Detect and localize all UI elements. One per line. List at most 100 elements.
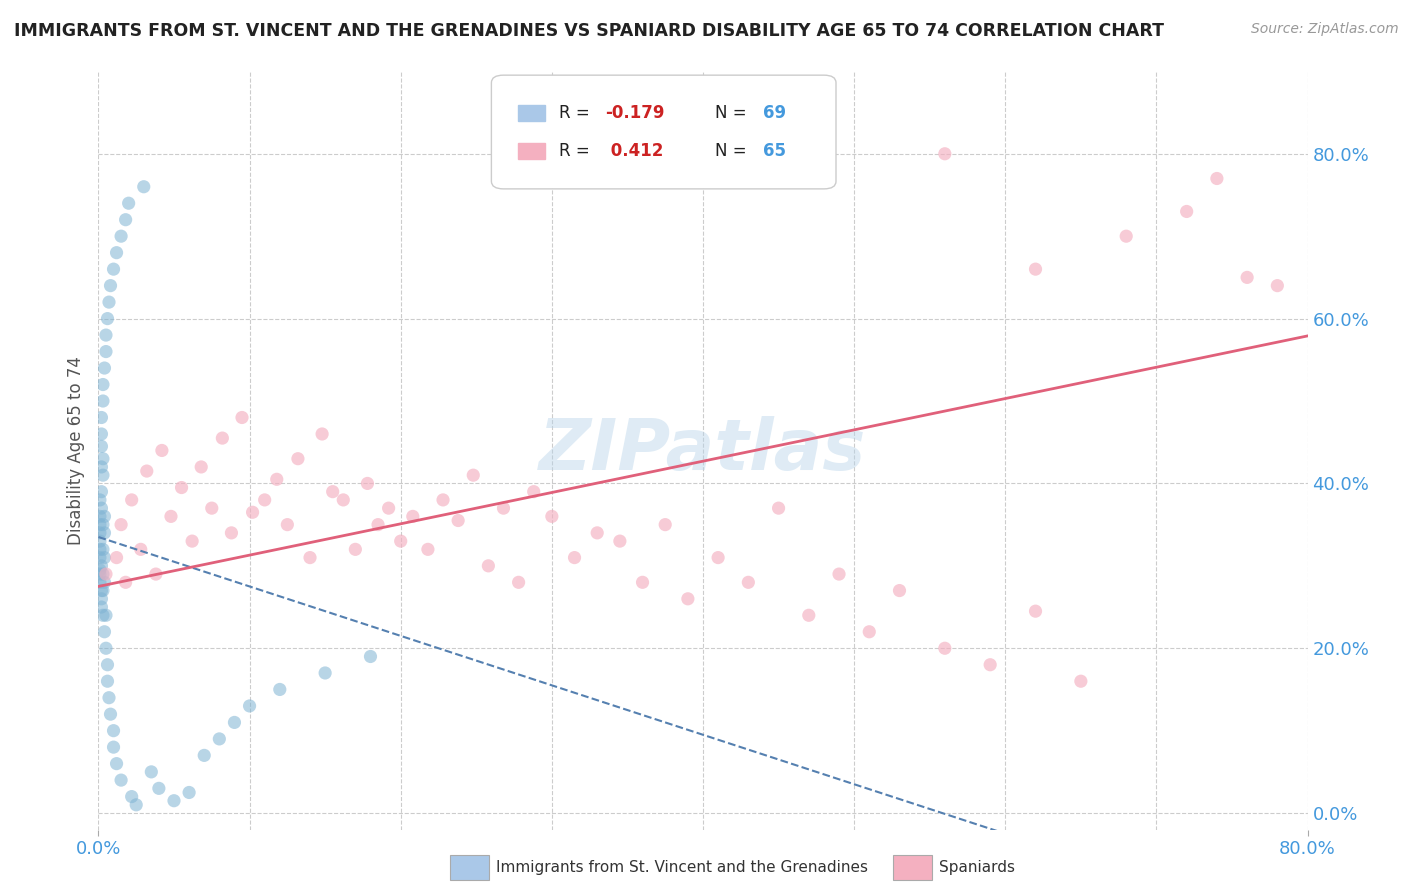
Point (193, 748, 215, 763)
Y-axis label: Disability Age 65 to 74: Disability Age 65 to 74 (66, 356, 84, 545)
Point (103, 740, 125, 755)
Point (90, 583, 112, 598)
Point (311, 427, 333, 442)
Point (1024, 604, 1046, 618)
Point (114, 212, 136, 227)
Point (231, 410, 253, 425)
Point (93, 624, 115, 639)
Point (89, 525, 111, 540)
Point (90, 600, 112, 615)
Point (90, 591, 112, 606)
Point (239, 698, 262, 713)
Point (224, 715, 246, 730)
Point (90, 558, 112, 573)
Point (1070, 674, 1092, 689)
Point (211, 431, 233, 445)
Point (110, 229, 132, 244)
Point (148, 781, 170, 796)
Point (979, 657, 1001, 672)
Point (135, 464, 157, 478)
Point (91, 468, 114, 483)
Point (89, 567, 111, 582)
Point (1206, 171, 1229, 186)
Point (89, 542, 111, 557)
Text: N =: N = (716, 104, 752, 122)
Point (105, 756, 128, 771)
Point (89, 517, 111, 532)
Point (492, 501, 515, 516)
Point (631, 575, 654, 590)
Point (889, 583, 911, 598)
Point (91, 608, 114, 623)
Point (89, 534, 111, 549)
Text: 65: 65 (763, 142, 786, 160)
Point (1267, 278, 1289, 293)
Point (90, 427, 112, 442)
Point (94, 567, 117, 582)
Point (432, 492, 454, 507)
Point (477, 558, 499, 573)
Point (609, 534, 631, 549)
Text: R =: R = (560, 142, 595, 160)
Point (564, 550, 586, 565)
FancyBboxPatch shape (517, 104, 544, 121)
Text: 69: 69 (763, 104, 786, 122)
Text: R =: R = (560, 104, 595, 122)
Point (523, 484, 546, 499)
Point (463, 468, 485, 483)
Point (768, 501, 790, 516)
Point (103, 262, 125, 277)
Text: 0.412: 0.412 (605, 142, 664, 160)
Point (118, 196, 141, 211)
Point (314, 665, 336, 680)
Point (90, 459, 112, 474)
Point (287, 451, 309, 466)
Point (858, 624, 880, 639)
Point (93, 509, 115, 524)
Point (508, 575, 530, 590)
Point (96, 674, 118, 689)
Point (934, 641, 956, 656)
Point (797, 608, 820, 623)
Point (221, 525, 243, 540)
Point (190, 459, 212, 474)
Point (93, 575, 115, 590)
Point (253, 492, 276, 507)
Text: ZIPatlas: ZIPatlas (540, 416, 866, 485)
Point (360, 649, 382, 664)
Point (100, 278, 122, 293)
Point (94, 344, 117, 359)
Point (89, 563, 111, 577)
Point (91, 542, 114, 557)
Text: IMMIGRANTS FROM ST. VINCENT AND THE GRENADINES VS SPANIARD DISABILITY AGE 65 TO : IMMIGRANTS FROM ST. VINCENT AND THE GREN… (14, 22, 1164, 40)
Point (91, 394, 114, 409)
Point (416, 542, 439, 557)
Point (110, 773, 132, 788)
Point (1236, 270, 1258, 285)
Point (94, 608, 117, 623)
Point (181, 534, 204, 549)
Point (96, 311, 118, 326)
Point (934, 146, 956, 161)
Point (121, 789, 143, 804)
Point (276, 517, 298, 532)
Point (402, 509, 425, 524)
Point (586, 525, 609, 540)
Point (96, 657, 118, 672)
Point (377, 501, 399, 516)
Point (132, 179, 155, 194)
Point (89, 492, 111, 507)
Point (332, 492, 354, 507)
Point (94, 641, 117, 656)
Point (160, 509, 183, 524)
Text: Spaniards: Spaniards (939, 861, 1015, 875)
Point (98, 690, 121, 705)
Point (737, 575, 759, 590)
Point (93, 550, 115, 565)
FancyBboxPatch shape (492, 75, 837, 189)
Point (91, 583, 114, 598)
Point (654, 517, 676, 532)
Point (98, 295, 121, 310)
Point (1115, 229, 1137, 244)
Point (150, 443, 173, 458)
